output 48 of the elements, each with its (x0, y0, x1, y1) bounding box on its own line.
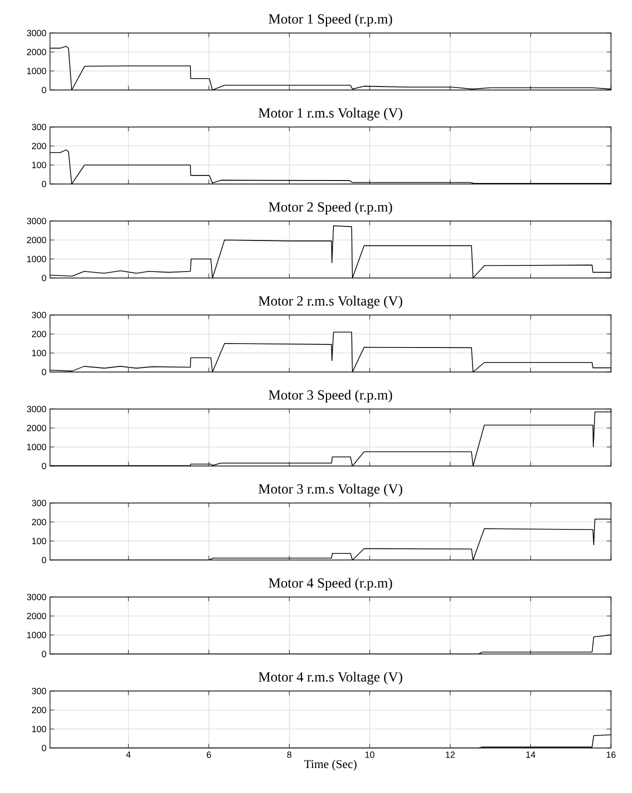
y-tick-label: 200 (32, 142, 46, 150)
chart-title: Motor 4 Speed (r.p.m) (268, 578, 392, 591)
y-tick-label: 0 (42, 86, 46, 94)
y-tick-label: 2000 (26, 612, 46, 620)
y-tick-label: 100 (32, 538, 46, 544)
y-tick-label: 1000 (27, 256, 46, 262)
y-tick-label: 3000 (26, 30, 46, 36)
y-tick-label: 0 (42, 180, 46, 188)
y-tick-label: 2000 (26, 236, 46, 244)
y-tick-label: 1000 (27, 444, 46, 450)
y-tick-label: 100 (32, 350, 46, 356)
y-tick-label: 200 (32, 330, 46, 338)
y-tick-label: 0 (42, 368, 46, 376)
y-tick-label: 1000 (27, 68, 46, 74)
y-tick-label: 0 (42, 274, 46, 282)
y-tick-label: 300 (32, 688, 46, 694)
chart-title: Motor 1 r.m.s Voltage (V) (258, 108, 402, 121)
chart-title: Motor 4 r.m.s Voltage (V) (258, 672, 402, 685)
x-tick-label: 12 (446, 752, 455, 758)
y-tick-label: 3000 (26, 218, 46, 224)
x-tick-label: 4 (126, 752, 131, 758)
y-tick-label: 0 (42, 462, 46, 470)
y-tick-label: 3000 (26, 594, 46, 600)
y-tick-label: 0 (42, 556, 46, 564)
x-axis-title: Time (Sec) (304, 760, 356, 771)
y-tick-label: 200 (32, 518, 46, 526)
x-tick-label: 8 (287, 752, 292, 758)
chart-title: Motor 1 Speed (r.p.m) (268, 14, 392, 27)
chart-title: Motor 3 Speed (r.p.m) (268, 390, 392, 403)
y-tick-label: 300 (32, 312, 46, 318)
y-tick-label: 300 (32, 124, 46, 130)
y-tick-label: 2000 (26, 48, 46, 56)
y-tick-label: 1000 (27, 632, 46, 638)
y-tick-label: 3000 (26, 406, 46, 412)
x-tick-label: 10 (365, 752, 374, 758)
y-tick-label: 300 (32, 500, 46, 506)
x-tick-label: 14 (526, 752, 536, 758)
chart-title: Motor 2 Speed (r.p.m) (268, 202, 392, 215)
chart-title: Motor 3 r.m.s Voltage (V) (258, 484, 402, 497)
y-tick-label: 200 (32, 706, 46, 714)
y-tick-label: 0 (42, 650, 46, 658)
y-tick-label: 0 (42, 744, 46, 752)
x-tick-label: 6 (206, 752, 211, 758)
y-tick-label: 100 (32, 726, 46, 732)
x-tick-label: 16 (606, 752, 616, 758)
y-tick-label: 100 (32, 162, 46, 168)
y-tick-label: 2000 (26, 424, 46, 432)
chart-title: Motor 2 r.m.s Voltage (V) (258, 296, 402, 309)
